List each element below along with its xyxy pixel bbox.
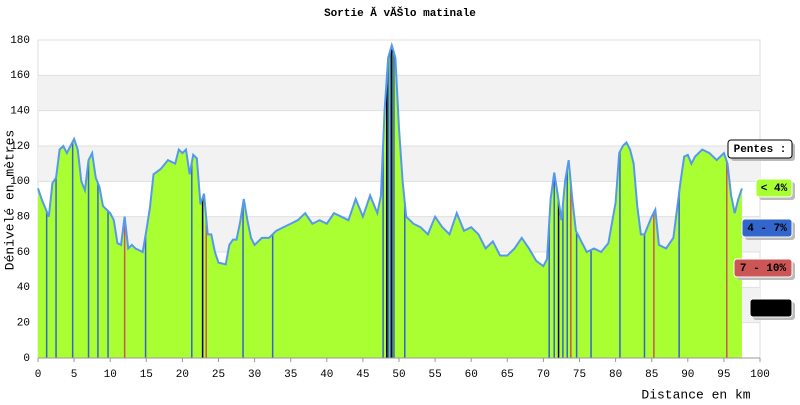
legend-entry-box	[741, 218, 793, 238]
y-tick-label: 40	[17, 282, 30, 294]
line	[37, 41, 743, 268]
x-tick-label: 50	[392, 369, 405, 381]
x-tick-label: 95	[717, 369, 730, 381]
x-tick-label: 30	[248, 369, 261, 381]
chart-title: Sortie Ă vĂŠlo matinale	[324, 6, 476, 20]
x-tick-label: 55	[428, 369, 441, 381]
legend-entry: 7 - 10%	[740, 263, 787, 275]
legend-entry-box	[749, 298, 793, 318]
legend-entry: > 10%	[754, 303, 787, 315]
x-tick-label: 15	[140, 369, 153, 381]
legend-title-box	[727, 139, 793, 159]
x-tick-label: 70	[537, 369, 550, 381]
legend-entry-box	[733, 258, 793, 278]
x-tick-label: 45	[356, 369, 369, 381]
x-tick-label: 100	[750, 369, 770, 381]
y-tick-label: 80	[17, 212, 30, 224]
y-axis-label: Dénivelé en mètres	[2, 130, 17, 270]
x-tick-label: 5	[71, 369, 78, 381]
x-tick-label: 85	[645, 369, 658, 381]
legend-entry: 4 - 7%	[747, 223, 787, 235]
y-tick-label: 20	[17, 318, 30, 330]
legend-entry: < 4%	[761, 183, 788, 195]
x-tick-label: 80	[609, 369, 622, 381]
legend-entry-box	[755, 178, 793, 198]
y-tick-label: 180	[10, 35, 30, 47]
x-tick-label: 25	[212, 369, 225, 381]
grid-band	[38, 75, 760, 111]
x-tick-label: 20	[176, 369, 189, 381]
x-tick-label: 40	[320, 369, 333, 381]
legend-title: Pentes :	[734, 144, 787, 156]
y-tick-label: 140	[10, 106, 30, 118]
y-tick-label: 120	[10, 141, 30, 153]
x-tick-label: 75	[573, 369, 586, 381]
y-tick-label: 160	[10, 70, 30, 82]
x-tick-label: 35	[284, 369, 297, 381]
x-tick-label: 65	[501, 369, 514, 381]
y-tick-label: 0	[23, 353, 30, 365]
x-tick-label: 90	[681, 369, 694, 381]
x-tick-label: 60	[465, 369, 478, 381]
x-tick-label: 0	[35, 369, 42, 381]
y-tick-label: 60	[17, 247, 30, 259]
x-tick-label: 10	[104, 369, 117, 381]
x-axis-label: Distance en km	[641, 387, 750, 400]
y-tick-label: 100	[10, 176, 30, 188]
